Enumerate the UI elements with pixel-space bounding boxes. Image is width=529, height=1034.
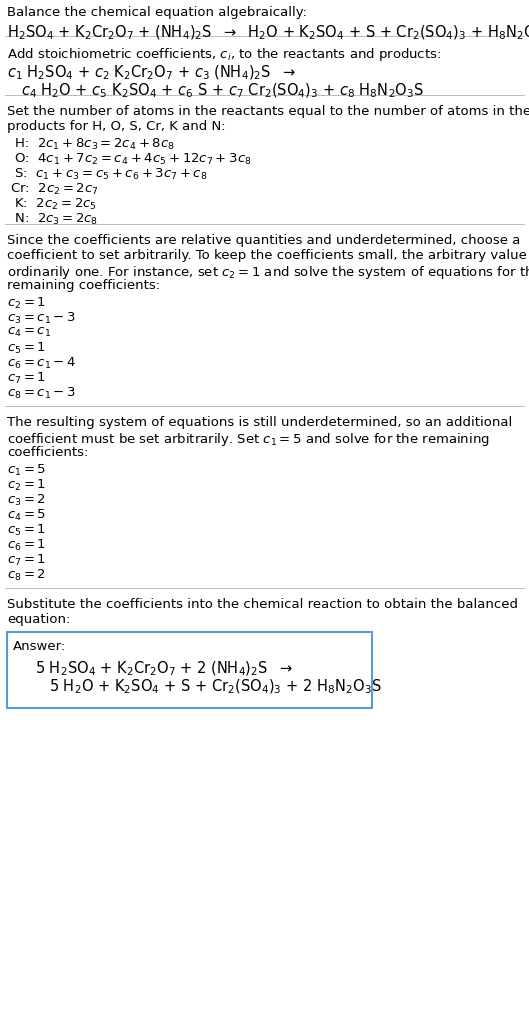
Text: remaining coefficients:: remaining coefficients: — [7, 279, 160, 292]
FancyBboxPatch shape — [7, 632, 372, 708]
Text: $c_5 = 1$: $c_5 = 1$ — [7, 523, 46, 538]
Text: products for H, O, S, Cr, K and N:: products for H, O, S, Cr, K and N: — [7, 120, 226, 133]
Text: coefficients:: coefficients: — [7, 446, 88, 459]
Text: $c_3 = c_1 - 3$: $c_3 = c_1 - 3$ — [7, 311, 76, 326]
Text: equation:: equation: — [7, 613, 70, 626]
Text: H$_2$SO$_4$ + K$_2$Cr$_2$O$_7$ + (NH$_4$)$_2$S  $\rightarrow$  H$_2$O + K$_2$SO$: H$_2$SO$_4$ + K$_2$Cr$_2$O$_7$ + (NH$_4$… — [7, 24, 529, 42]
Text: Cr:  $2c_2 = 2c_7$: Cr: $2c_2 = 2c_7$ — [10, 182, 98, 197]
Text: $c_5 = 1$: $c_5 = 1$ — [7, 341, 46, 356]
Text: $c_6 = c_1 - 4$: $c_6 = c_1 - 4$ — [7, 356, 76, 371]
Text: $c_4 = c_1$: $c_4 = c_1$ — [7, 326, 51, 339]
Text: $c_2 = 1$: $c_2 = 1$ — [7, 296, 46, 311]
Text: $c_8 = 2$: $c_8 = 2$ — [7, 568, 46, 583]
Text: 5 H$_2$O + K$_2$SO$_4$ + S + Cr$_2$(SO$_4$)$_3$ + 2 H$_8$N$_2$O$_3$S: 5 H$_2$O + K$_2$SO$_4$ + S + Cr$_2$(SO$_… — [49, 678, 382, 697]
Text: coefficient to set arbitrarily. To keep the coefficients small, the arbitrary va: coefficient to set arbitrarily. To keep … — [7, 249, 529, 262]
Text: ordinarily one. For instance, set $c_2 = 1$ and solve the system of equations fo: ordinarily one. For instance, set $c_2 =… — [7, 264, 529, 281]
Text: $c_1 = 5$: $c_1 = 5$ — [7, 463, 46, 478]
Text: $c_6 = 1$: $c_6 = 1$ — [7, 538, 46, 553]
Text: $c_1$ H$_2$SO$_4$ + $c_2$ K$_2$Cr$_2$O$_7$ + $c_3$ (NH$_4$)$_2$S  $\rightarrow$: $c_1$ H$_2$SO$_4$ + $c_2$ K$_2$Cr$_2$O$_… — [7, 64, 296, 83]
Text: Balance the chemical equation algebraically:: Balance the chemical equation algebraica… — [7, 6, 307, 19]
Text: $c_3 = 2$: $c_3 = 2$ — [7, 493, 46, 508]
Text: $c_2 = 1$: $c_2 = 1$ — [7, 478, 46, 493]
Text: O:  $4c_1 + 7c_2 = c_4 + 4c_5 + 12c_7 + 3c_8$: O: $4c_1 + 7c_2 = c_4 + 4c_5 + 12c_7 + 3… — [10, 152, 252, 168]
Text: 5 H$_2$SO$_4$ + K$_2$Cr$_2$O$_7$ + 2 (NH$_4$)$_2$S  $\rightarrow$: 5 H$_2$SO$_4$ + K$_2$Cr$_2$O$_7$ + 2 (NH… — [35, 660, 293, 678]
Text: coefficient must be set arbitrarily. Set $c_1 = 5$ and solve for the remaining: coefficient must be set arbitrarily. Set… — [7, 431, 490, 448]
Text: Set the number of atoms in the reactants equal to the number of atoms in the: Set the number of atoms in the reactants… — [7, 105, 529, 118]
Text: Since the coefficients are relative quantities and underdetermined, choose a: Since the coefficients are relative quan… — [7, 234, 521, 247]
Text: K:  $2c_2 = 2c_5$: K: $2c_2 = 2c_5$ — [10, 197, 97, 212]
Text: Add stoichiometric coefficients, $c_i$, to the reactants and products:: Add stoichiometric coefficients, $c_i$, … — [7, 45, 441, 63]
Text: Substitute the coefficients into the chemical reaction to obtain the balanced: Substitute the coefficients into the che… — [7, 598, 518, 611]
Text: $c_4$ H$_2$O + $c_5$ K$_2$SO$_4$ + $c_6$ S + $c_7$ Cr$_2$(SO$_4$)$_3$ + $c_8$ H$: $c_4$ H$_2$O + $c_5$ K$_2$SO$_4$ + $c_6$… — [21, 82, 424, 100]
Text: $c_7 = 1$: $c_7 = 1$ — [7, 371, 46, 386]
Text: N:  $2c_3 = 2c_8$: N: $2c_3 = 2c_8$ — [10, 212, 98, 227]
Text: S:  $c_1 + c_3 = c_5 + c_6 + 3c_7 + c_8$: S: $c_1 + c_3 = c_5 + c_6 + 3c_7 + c_8$ — [10, 168, 207, 182]
Text: H:  $2c_1 + 8c_3 = 2c_4 + 8c_8$: H: $2c_1 + 8c_3 = 2c_4 + 8c_8$ — [10, 136, 175, 152]
Text: The resulting system of equations is still underdetermined, so an additional: The resulting system of equations is sti… — [7, 416, 512, 429]
Text: Answer:: Answer: — [13, 640, 66, 653]
Text: $c_4 = 5$: $c_4 = 5$ — [7, 508, 46, 523]
Text: $c_7 = 1$: $c_7 = 1$ — [7, 553, 46, 568]
Text: $c_8 = c_1 - 3$: $c_8 = c_1 - 3$ — [7, 386, 76, 401]
